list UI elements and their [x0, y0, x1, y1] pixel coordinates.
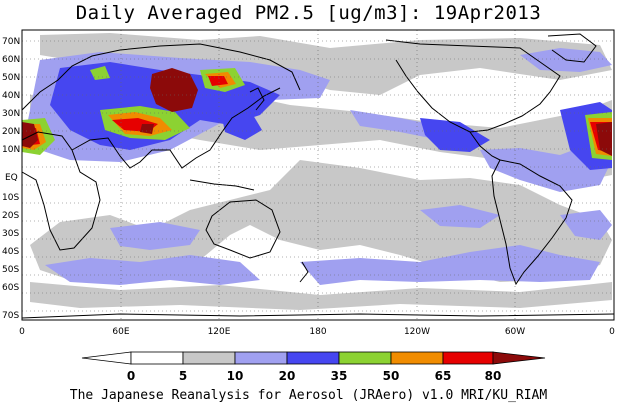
grid-lines [22, 30, 614, 320]
lon-label: 60W [505, 327, 525, 337]
lat-label: 60N [2, 55, 20, 65]
colorbar-tick: 10 [227, 369, 244, 383]
coastlines [21, 33, 615, 319]
map-frame [21, 29, 615, 321]
lat-label: 50S [2, 265, 19, 275]
lon-label: 0 [19, 327, 25, 337]
pm25-level-dark-red [22, 68, 612, 156]
lat-label: 60S [2, 283, 19, 293]
lat-label: 20S [2, 211, 19, 221]
colorbar-segment [442, 351, 494, 365]
colorbar-tick: 50 [383, 369, 400, 383]
colorbar-segment [338, 351, 392, 365]
lat-label: EQ [5, 173, 18, 183]
colorbar-segment [390, 351, 444, 365]
lat-label: 10S [2, 193, 19, 203]
colorbar-segment [286, 351, 340, 365]
lat-label: 30N [2, 109, 20, 119]
lat-label: 70N [2, 37, 20, 47]
lon-label: 120W [404, 327, 430, 337]
colorbar-tick: 35 [331, 369, 348, 383]
lat-label: 70S [2, 311, 19, 321]
lon-label: 120E [208, 327, 231, 337]
colorbar-tick: 80 [485, 369, 502, 383]
footer-credit: The Japanese Reanalysis for Aerosol (JRA… [69, 388, 548, 403]
lat-label: 10N [2, 145, 20, 155]
lat-label: 40S [2, 247, 19, 257]
colorbar-segment [182, 351, 236, 365]
colorbar-tick: 65 [435, 369, 452, 383]
longitude-labels: 0 60E 120E 180 120W 60W 0 [19, 327, 615, 337]
colorbar-segment [234, 351, 288, 365]
colorbar-arrow-right [492, 351, 546, 365]
lon-label: 0 [609, 327, 615, 337]
lat-label: 30S [2, 229, 19, 239]
lon-label: 60E [112, 327, 129, 337]
colorbar-tick: 5 [179, 369, 187, 383]
colorbar-arrow-left [81, 351, 132, 365]
latitude-labels: 70N 60N 50N 40N 30N 20N 10N EQ 10S 20S 3… [2, 37, 20, 321]
colorbar: 0 5 10 20 35 50 65 80 [81, 351, 546, 383]
colorbar-segment [130, 351, 184, 365]
colorbar-tick: 20 [279, 369, 296, 383]
lon-label: 180 [309, 327, 326, 337]
map-title: Daily Averaged PM2.5 [ug/m3]: 19Apr2013 [75, 2, 542, 24]
colorbar-tick: 0 [127, 369, 135, 383]
lat-label: 50N [2, 73, 20, 83]
lat-label: 40N [2, 91, 20, 101]
lat-label: 20N [2, 127, 20, 137]
